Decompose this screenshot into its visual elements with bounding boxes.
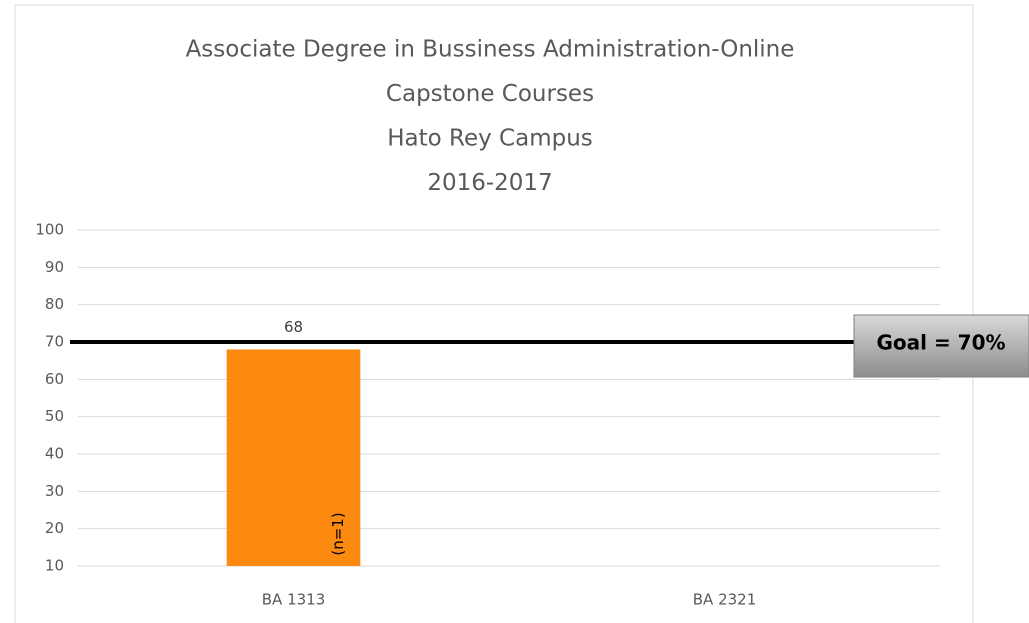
bar <box>226 349 361 566</box>
y-tick-label: 20 <box>45 519 64 537</box>
chart-title: 2016-2017 <box>427 170 552 196</box>
y-tick-label: 60 <box>45 370 64 388</box>
y-tick-label: 90 <box>45 258 64 276</box>
y-tick-label: 10 <box>45 557 64 575</box>
data-label: 68 <box>284 318 303 336</box>
y-tick-label: 100 <box>35 221 64 239</box>
y-tick-label: 80 <box>45 295 64 313</box>
chart-title: Capstone Courses <box>386 81 594 107</box>
chart-border <box>14 4 974 623</box>
goal-box <box>853 314 1029 378</box>
x-tick-label: BA 2321 <box>693 591 757 609</box>
annotation: (n=1) <box>329 512 347 555</box>
y-tick-label: 50 <box>45 407 64 425</box>
chart-title: Associate Degree in Bussiness Administra… <box>186 37 795 63</box>
chart-title: Hato Rey Campus <box>387 126 593 152</box>
x-tick-label: BA 1313 <box>262 591 326 609</box>
y-tick-label: 40 <box>45 445 64 463</box>
y-tick-label: 30 <box>45 482 64 500</box>
y-tick-label: 70 <box>45 333 64 351</box>
goal-label: Goal = 70% <box>876 331 1005 355</box>
